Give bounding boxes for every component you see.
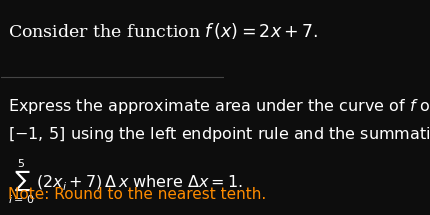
Text: $[-1,\,5]$ using the left endpoint rule and the summation: $[-1,\,5]$ using the left endpoint rule … — [8, 125, 430, 144]
Text: Consider the function $f\,(x) = 2x + 7.$: Consider the function $f\,(x) = 2x + 7.$ — [8, 21, 318, 41]
Text: Express the approximate area under the curve of $f$ on the interval: Express the approximate area under the c… — [8, 97, 430, 116]
Text: $\sum_{i=\,0}^{5}\,(2x_i + 7)\,\Delta\, x$ where $\Delta x = 1.$: $\sum_{i=\,0}^{5}\,(2x_i + 7)\,\Delta\, … — [8, 157, 242, 206]
Text: Note: Round to the nearest tenth.: Note: Round to the nearest tenth. — [8, 187, 266, 202]
